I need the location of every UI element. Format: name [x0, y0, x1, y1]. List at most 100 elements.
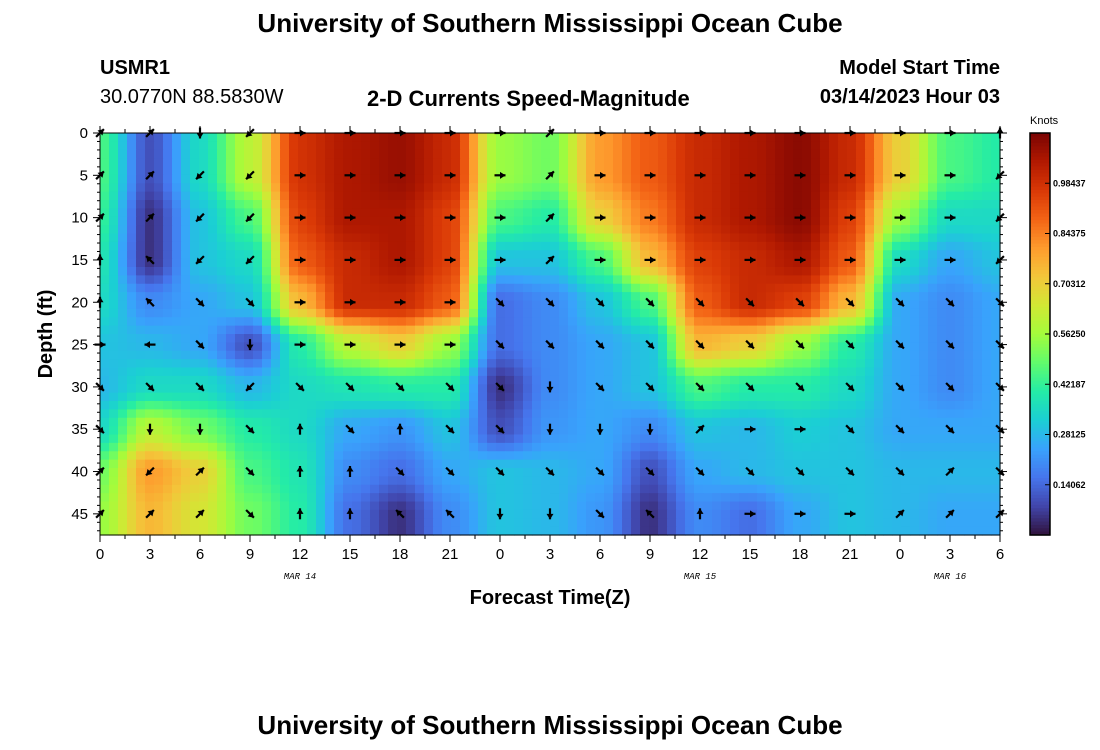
current-arrow [645, 382, 655, 392]
heatmap-cell [496, 158, 506, 168]
heatmap-cell [181, 225, 191, 235]
heatmap-cell [370, 308, 380, 318]
heatmap-cell [190, 359, 200, 369]
heatmap-cell [667, 317, 677, 327]
heatmap-cell [838, 275, 848, 285]
heatmap-cell [604, 409, 614, 419]
heatmap-cell [514, 292, 524, 302]
heatmap-cell [541, 409, 551, 419]
heatmap-cell [370, 334, 380, 343]
heatmap-cell [964, 493, 974, 503]
heatmap-cell [577, 426, 587, 436]
heatmap-cell [640, 174, 650, 184]
heatmap-cell [802, 241, 812, 251]
heatmap-cell [856, 493, 866, 503]
heatmap-cell [397, 183, 407, 193]
heatmap-cell [469, 350, 479, 360]
heatmap-cell [487, 174, 497, 184]
heatmap-cell [883, 392, 893, 402]
heatmap-cell [172, 518, 182, 528]
heatmap-cell [460, 367, 470, 377]
current-arrow [195, 170, 205, 180]
heatmap-cell [361, 459, 371, 469]
heatmap-cell [721, 468, 731, 477]
heatmap-cell [289, 225, 299, 235]
heatmap-cell [919, 166, 929, 176]
heatmap-cell [469, 308, 479, 318]
heatmap-cell [109, 367, 119, 377]
heatmap-cell [289, 526, 299, 536]
heatmap-cell [694, 401, 704, 410]
heatmap-cell [127, 459, 137, 469]
heatmap-cell [604, 275, 614, 285]
heatmap-cell [577, 300, 587, 310]
heatmap-cell [253, 174, 263, 184]
heatmap-cell [496, 200, 506, 209]
heatmap-cell [352, 426, 362, 436]
heatmap-cell [649, 501, 659, 511]
heatmap-cell [586, 133, 596, 142]
heatmap-cell [163, 166, 173, 176]
heatmap-cell [973, 258, 983, 268]
heatmap-cell [937, 149, 947, 159]
heatmap-cell [676, 283, 686, 293]
heatmap-cell [127, 367, 137, 377]
heatmap-cell [847, 267, 857, 276]
heatmap-cell [874, 392, 884, 402]
heatmap-cell [199, 409, 209, 419]
heatmap-cell [235, 166, 245, 176]
heatmap-cell [424, 250, 434, 260]
heatmap-cell [226, 509, 236, 519]
heatmap-cell [820, 401, 830, 410]
heatmap-cell [100, 526, 110, 536]
heatmap-cell [496, 484, 506, 494]
heatmap-cell [370, 241, 380, 251]
heatmap-cell [172, 300, 182, 310]
heatmap-cell [622, 141, 632, 151]
heatmap-cell [712, 334, 722, 343]
heatmap-cell [433, 208, 443, 218]
heatmap-cell [361, 434, 371, 444]
heatmap-cell [748, 241, 758, 251]
heatmap-cell [163, 526, 173, 536]
heatmap-cell [460, 149, 470, 159]
heatmap-cell [163, 250, 173, 260]
heatmap-cell [955, 375, 965, 385]
heatmap-cell [226, 451, 236, 461]
heatmap-cell [541, 518, 551, 528]
heatmap-cell [640, 484, 650, 494]
heatmap-cell [460, 300, 470, 310]
heatmap-cell [136, 233, 146, 243]
heatmap-cell [316, 334, 326, 343]
heatmap-cell [640, 208, 650, 218]
heatmap-cell [946, 493, 956, 503]
heatmap-cell [964, 484, 974, 494]
heatmap-cell [820, 300, 830, 310]
heatmap-cell [415, 133, 425, 142]
heatmap-cell [433, 342, 443, 352]
heatmap-cell [631, 518, 641, 528]
heatmap-cell [361, 468, 371, 477]
heatmap-cell [127, 334, 137, 343]
heatmap-cell [145, 459, 155, 469]
heatmap-cell [307, 417, 317, 427]
heatmap-cell [577, 334, 587, 343]
heatmap-cell [586, 292, 596, 302]
heatmap-cell [595, 417, 605, 427]
heatmap-cell [208, 183, 218, 193]
heatmap-cell [532, 518, 542, 528]
heatmap-cell [568, 166, 578, 176]
heatmap-cell [217, 174, 227, 184]
heatmap-cell [280, 526, 290, 536]
heatmap-cell [163, 434, 173, 444]
heatmap-cell [982, 258, 992, 268]
current-arrow [245, 382, 255, 392]
heatmap-cell [496, 459, 506, 469]
heatmap-cell [208, 241, 218, 251]
heatmap-cell [685, 518, 695, 528]
heatmap-cell [181, 350, 191, 360]
heatmap-cell [199, 468, 209, 477]
heatmap-cell [244, 476, 254, 486]
heatmap-cell [271, 216, 281, 226]
heatmap-cell [739, 409, 749, 419]
